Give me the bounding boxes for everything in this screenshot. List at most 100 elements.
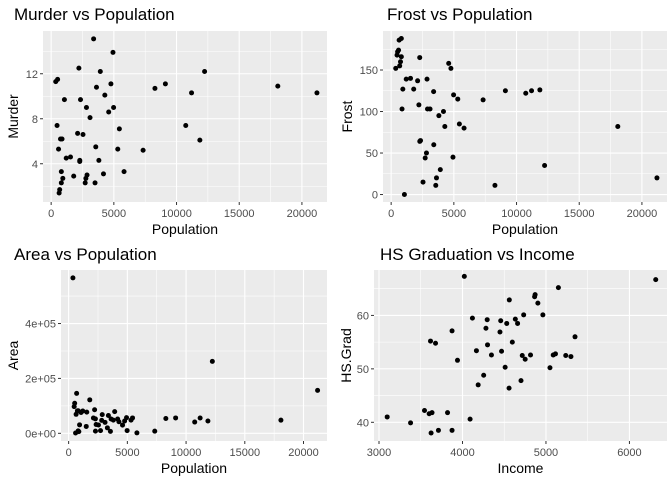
data-point bbox=[422, 155, 428, 161]
x-tick-label: 5000 bbox=[442, 208, 466, 220]
data-point bbox=[315, 387, 321, 393]
data-point bbox=[275, 83, 281, 89]
y-tick-label: 8 bbox=[32, 114, 38, 126]
data-point bbox=[83, 175, 89, 181]
data-point bbox=[393, 65, 399, 71]
y-tick-label: 60 bbox=[357, 310, 369, 322]
data-point bbox=[100, 171, 106, 177]
data-point bbox=[202, 69, 208, 74]
data-point bbox=[105, 412, 111, 418]
data-point bbox=[84, 409, 90, 415]
data-point bbox=[80, 408, 86, 414]
data-point bbox=[91, 36, 97, 42]
data-point bbox=[504, 320, 510, 326]
data-point bbox=[173, 415, 179, 421]
data-point bbox=[87, 115, 93, 121]
data-point bbox=[552, 351, 558, 357]
x-axis-title: Population bbox=[161, 460, 227, 476]
data-point bbox=[61, 97, 67, 103]
x-tick-label: 3000 bbox=[367, 447, 391, 459]
y-tick-label: 12 bbox=[26, 69, 38, 81]
data-point bbox=[455, 96, 461, 102]
data-point bbox=[469, 315, 475, 321]
data-point bbox=[555, 285, 561, 291]
chart-title: Murder vs Population bbox=[14, 5, 175, 24]
data-point bbox=[467, 416, 473, 422]
data-point bbox=[408, 420, 414, 426]
data-point bbox=[485, 342, 491, 348]
data-point bbox=[98, 428, 104, 434]
data-point bbox=[72, 400, 78, 406]
data-point bbox=[70, 275, 76, 281]
data-point bbox=[124, 415, 130, 421]
data-point bbox=[102, 419, 108, 425]
data-point bbox=[563, 353, 569, 358]
x-axis-title: Population bbox=[492, 221, 558, 237]
data-point bbox=[77, 422, 83, 428]
data-point bbox=[63, 155, 69, 161]
data-point bbox=[424, 76, 430, 82]
data-point bbox=[442, 123, 448, 129]
y-tick-label: 50 bbox=[366, 148, 378, 160]
chart-title: Frost vs Population bbox=[387, 5, 533, 24]
x-tick-label: 20000 bbox=[287, 208, 318, 220]
data-point bbox=[96, 157, 102, 163]
data-point bbox=[74, 390, 80, 396]
data-point bbox=[83, 105, 89, 110]
data-point bbox=[529, 88, 535, 94]
data-point bbox=[58, 180, 64, 186]
data-point bbox=[473, 348, 479, 354]
data-point bbox=[481, 372, 487, 378]
data-point bbox=[75, 130, 81, 136]
data-point bbox=[92, 428, 98, 434]
x-tick-label: 15000 bbox=[224, 208, 255, 220]
data-point bbox=[461, 273, 467, 279]
chart-title: Area vs Population bbox=[14, 245, 157, 264]
data-point bbox=[95, 422, 101, 428]
data-point bbox=[93, 84, 99, 90]
data-point bbox=[497, 329, 503, 335]
y-tick-label: 150 bbox=[360, 65, 378, 77]
data-point bbox=[77, 157, 83, 163]
data-point bbox=[398, 35, 404, 41]
data-point bbox=[99, 412, 105, 418]
data-point bbox=[408, 75, 414, 81]
data-point bbox=[60, 175, 66, 181]
data-point bbox=[519, 353, 525, 358]
data-point bbox=[431, 89, 437, 95]
data-point bbox=[440, 109, 446, 115]
data-point bbox=[107, 428, 113, 434]
x-tick-label: 0 bbox=[48, 208, 54, 220]
data-point bbox=[401, 192, 407, 198]
data-point bbox=[278, 417, 284, 423]
x-axis-title: Population bbox=[152, 221, 218, 237]
data-point bbox=[418, 138, 424, 144]
data-point bbox=[502, 364, 508, 370]
data-point bbox=[152, 428, 158, 434]
x-axis-title: Income bbox=[498, 460, 544, 476]
data-point bbox=[110, 49, 116, 55]
data-point bbox=[55, 76, 61, 82]
data-point bbox=[134, 430, 140, 436]
data-point bbox=[499, 348, 505, 354]
data-point bbox=[78, 97, 84, 103]
data-point bbox=[80, 132, 86, 137]
data-point bbox=[121, 169, 127, 175]
data-point bbox=[435, 427, 441, 433]
data-point bbox=[398, 59, 404, 65]
y-tick-label: 0 bbox=[372, 190, 378, 202]
data-point bbox=[162, 81, 168, 87]
data-point bbox=[450, 154, 456, 160]
data-point bbox=[480, 97, 486, 103]
data-point bbox=[92, 180, 98, 186]
data-point bbox=[572, 334, 578, 340]
data-point bbox=[384, 414, 390, 420]
data-point bbox=[115, 146, 121, 152]
data-point bbox=[403, 76, 409, 82]
data-point bbox=[488, 352, 494, 358]
data-point bbox=[192, 419, 198, 425]
x-tick-label: 5000 bbox=[102, 208, 126, 220]
data-point bbox=[436, 113, 442, 119]
data-point bbox=[93, 144, 99, 150]
data-point bbox=[417, 55, 423, 61]
